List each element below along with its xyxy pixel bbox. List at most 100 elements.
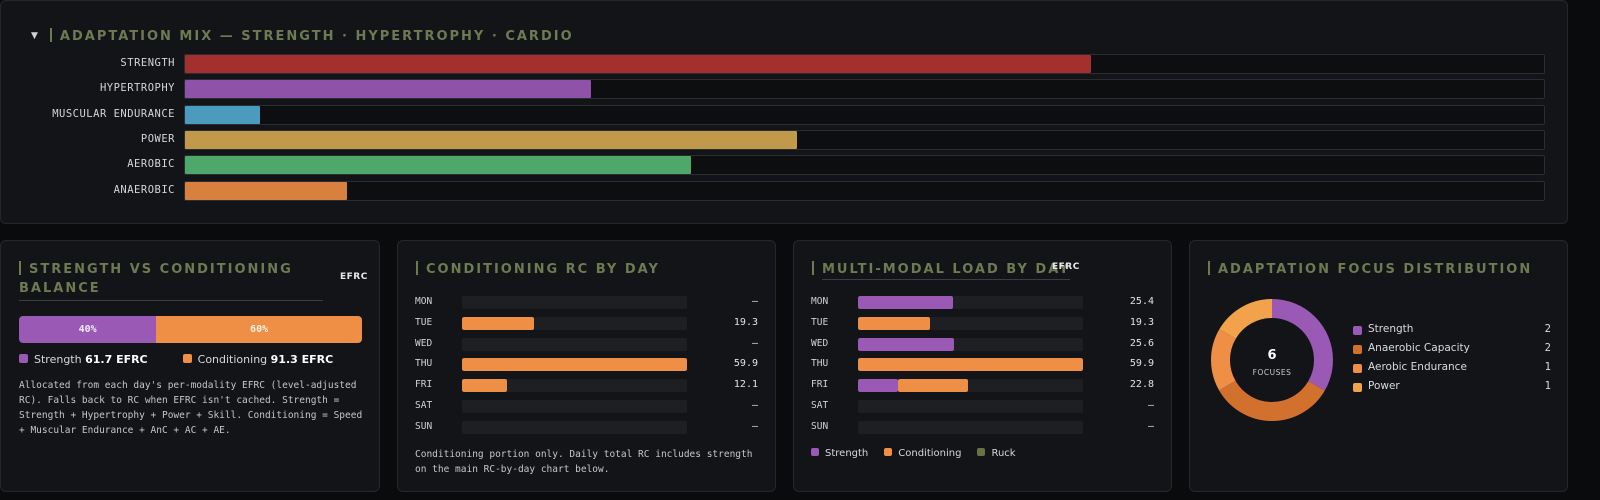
- mix-row-fill: [185, 80, 592, 99]
- day-label: SAT: [811, 400, 829, 411]
- day-label: MON: [415, 296, 433, 307]
- focus-legend-item: Anaerobic Capacity 2: [1353, 342, 1551, 361]
- legend-label: Strength: [825, 448, 869, 459]
- day-value: 59.9: [733, 358, 758, 370]
- day-label: MON: [811, 296, 829, 307]
- focus-legend-swatch: [1353, 364, 1362, 373]
- mix-row: STRENGTH: [1, 54, 1569, 74]
- day-value: 25.4: [1129, 296, 1154, 307]
- day-row: MON —: [415, 296, 760, 309]
- title-accent-bar: [1208, 261, 1210, 275]
- conditioning-bar-segment: [858, 316, 931, 330]
- conditioning-rc-panel: CONDITIONING RC BY DAY MON — TUE 19.3 WED — TH…: [397, 240, 776, 492]
- conditioning-note: Conditioning portion only. Daily total R…: [415, 449, 753, 475]
- strength-bar-segment: [858, 379, 899, 393]
- day-value: —: [1147, 400, 1154, 411]
- day-label: TUE: [811, 316, 829, 328]
- mix-row-track: [184, 79, 1545, 100]
- focus-legend-count: 2: [1544, 323, 1551, 335]
- adaptation-mix-header[interactable]: ▼ ADAPTATION MIX — STRENGTH · HYPERTROPHY…: [31, 28, 574, 44]
- title-accent-bar: [19, 261, 21, 275]
- mix-row-fill: [185, 130, 797, 149]
- mix-row-label: MUSCULAR ENDURANCE: [52, 107, 175, 120]
- balance-note: Allocated from each day's per-modality E…: [19, 380, 363, 436]
- legend-label: Ruck: [991, 448, 1016, 459]
- day-track: [858, 337, 1083, 351]
- strength-legend-label: Strength: [34, 353, 82, 366]
- donut-slice: [1211, 299, 1333, 421]
- balance-title: STRENGTH VS CONDITIONING BALANCE: [19, 260, 323, 301]
- day-row: TUE 19.3: [415, 316, 760, 330]
- focus-legend-label: Strength: [1368, 323, 1414, 335]
- conditioning-bar-segment: [898, 379, 969, 393]
- mix-row-track: [184, 180, 1545, 201]
- focus-count: 6: [1267, 348, 1276, 363]
- mix-row-fill: [185, 55, 1092, 73]
- focus-legend-label: Aerobic Endurance: [1368, 361, 1467, 373]
- day-track: [462, 420, 687, 434]
- title-accent-bar: [416, 261, 418, 275]
- adaptation-mix-title: ADAPTATION MIX — STRENGTH · HYPERTROPHY …: [59, 29, 574, 44]
- focus-distribution-panel: ADAPTATION FOCUS DISTRIBUTION 6 FOCUSES …: [1189, 240, 1568, 492]
- focus-legend-swatch: [1353, 383, 1362, 392]
- day-value: —: [751, 400, 758, 411]
- mix-row-label: STRENGTH: [120, 57, 175, 69]
- mix-row: AEROBIC: [1, 155, 1569, 176]
- day-value: 25.6: [1129, 337, 1154, 349]
- multi-modal-title[interactable]: MULTI-MODAL LOAD BY DAY: [812, 260, 1071, 280]
- focus-legend-swatch: [1353, 345, 1362, 354]
- mix-row-fill: [185, 181, 347, 200]
- day-track: [858, 400, 1083, 413]
- conditioning-bar: [462, 316, 535, 330]
- focus-legend-item: Aerobic Endurance 1: [1353, 361, 1551, 380]
- day-label: THU: [811, 358, 829, 370]
- day-row: WED —: [415, 337, 760, 351]
- day-row: THU 59.9: [415, 358, 760, 372]
- day-track: [462, 379, 687, 393]
- donut-slice: [1211, 299, 1333, 421]
- day-track: [462, 316, 687, 330]
- day-row: SAT —: [811, 400, 1156, 413]
- mix-row-label: HYPERTROPHY: [99, 82, 175, 95]
- focus-legend-item: Strength 2: [1353, 323, 1551, 342]
- conditioning-legend-label: Conditioning: [197, 353, 268, 366]
- mix-row-label: POWER: [140, 132, 175, 145]
- day-value: —: [751, 337, 758, 349]
- conditioning-swatch: [182, 354, 192, 363]
- focus-legend-label: Anaerobic Capacity: [1368, 342, 1470, 354]
- conditioning-bar: [462, 358, 687, 372]
- day-label: SAT: [415, 400, 433, 411]
- day-label: THU: [415, 358, 433, 370]
- legend-swatch: [811, 448, 819, 456]
- mix-row: MUSCULAR ENDURANCE: [1, 104, 1569, 125]
- donut-slice: [1211, 299, 1333, 421]
- day-track: [462, 358, 687, 372]
- strength-vs-conditioning-panel: STRENGTH VS CONDITIONING BALANCE EFRC 40…: [0, 240, 380, 492]
- strength-swatch: [19, 354, 28, 363]
- strength-share: 40%: [19, 316, 157, 343]
- balance-bar: 40% 60%: [19, 316, 362, 343]
- day-label: TUE: [415, 316, 433, 328]
- mix-row-track: [184, 54, 1545, 74]
- legend-swatch: [977, 448, 986, 456]
- day-value: 19.3: [1129, 316, 1154, 328]
- day-row: WED 25.6: [811, 337, 1156, 351]
- day-label: FRI: [415, 379, 433, 391]
- mix-row: ANAEROBIC: [1, 180, 1569, 201]
- day-value: 19.3: [733, 316, 758, 328]
- focus-legend-swatch: [1353, 326, 1362, 335]
- strength-legend-value: 61.7 EFRC: [85, 353, 148, 366]
- mix-row-track: [184, 155, 1545, 176]
- legend-label: Conditioning: [898, 448, 962, 459]
- collapse-caret-icon[interactable]: ▼: [31, 31, 40, 41]
- day-value: 59.9: [1129, 358, 1154, 370]
- multi-modal-load-panel: MULTI-MODAL LOAD BY DAY EFRC MON 25.4 TUE 1…: [793, 240, 1172, 492]
- day-track: [858, 296, 1083, 309]
- day-label: SUN: [415, 420, 433, 432]
- day-row: SUN —: [811, 420, 1156, 434]
- day-row: SUN —: [415, 420, 760, 434]
- day-track: [462, 296, 687, 309]
- day-row: SAT —: [415, 400, 760, 413]
- focus-legend-item: Power 1: [1353, 380, 1551, 399]
- day-value: —: [751, 420, 758, 432]
